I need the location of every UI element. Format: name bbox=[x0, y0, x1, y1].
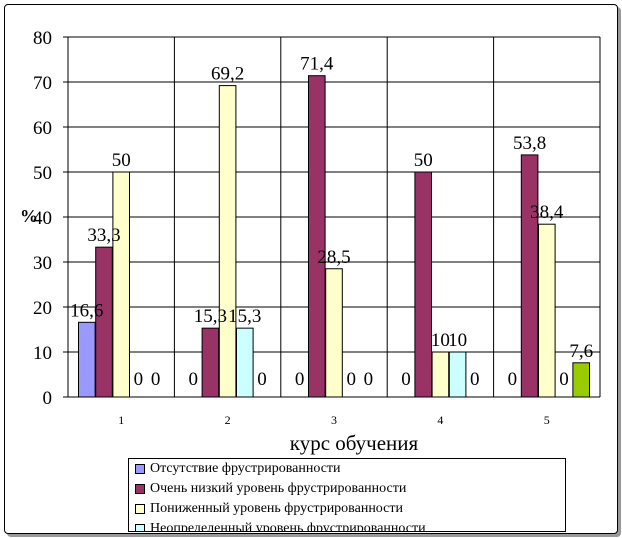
bar bbox=[431, 351, 450, 398]
data-label: 10 bbox=[431, 330, 450, 351]
data-label: 0 bbox=[134, 369, 144, 390]
bar bbox=[448, 351, 467, 398]
y-tick-label: 20 bbox=[33, 298, 52, 319]
data-label: 7,6 bbox=[569, 341, 593, 362]
legend-swatch-undetermined bbox=[135, 524, 145, 531]
bars bbox=[78, 75, 591, 398]
data-label: 71,4 bbox=[300, 54, 334, 75]
data-label: 0 bbox=[559, 369, 569, 390]
bar bbox=[520, 154, 539, 398]
data-label: 50 bbox=[414, 150, 433, 171]
data-label: 16,6 bbox=[70, 300, 103, 321]
legend-swatch-very-low bbox=[135, 484, 145, 494]
x-tick-label: 4 bbox=[437, 413, 443, 427]
legend-swatch-reduced bbox=[135, 504, 145, 514]
data-label: 0 bbox=[470, 369, 480, 390]
legend-label-absence: Отсутствие фрустрированности bbox=[150, 461, 341, 476]
data-label: 0 bbox=[401, 369, 411, 390]
data-label: 0 bbox=[508, 369, 518, 390]
data-label: 38,4 bbox=[530, 202, 564, 223]
bar bbox=[218, 85, 237, 398]
y-axis-title: % bbox=[20, 206, 38, 226]
legend-label-very-low: Очень низкий уровень фрустрированности bbox=[150, 481, 407, 496]
data-label: 0 bbox=[257, 369, 267, 390]
bar bbox=[78, 321, 96, 398]
bar bbox=[95, 246, 113, 398]
legend-swatch-absence bbox=[135, 464, 145, 474]
bar bbox=[538, 223, 556, 398]
data-label: 50 bbox=[112, 150, 131, 171]
legend-label-undetermined: Неопределенный уровень фрустрированности bbox=[150, 521, 426, 532]
data-label: 0 bbox=[364, 369, 374, 390]
data-label: 33,3 bbox=[87, 225, 120, 246]
y-tick-label: 0 bbox=[43, 388, 53, 409]
legend-item-reduced: Пониженный уровень фрустрированности bbox=[129, 499, 565, 519]
data-label: 15,3 bbox=[194, 306, 227, 327]
y-tick-label: 70 bbox=[33, 73, 52, 94]
data-label: 28,5 bbox=[317, 247, 350, 268]
bar bbox=[308, 75, 326, 398]
y-tick-label: 50 bbox=[33, 163, 52, 184]
y-tick-label: 10 bbox=[33, 343, 52, 364]
x-axis-title: курс обучения bbox=[290, 431, 419, 455]
data-label: 15,3 bbox=[228, 306, 261, 327]
legend-item-absence: Отсутствие фрустрированности bbox=[129, 459, 565, 479]
data-label: 53,8 bbox=[513, 133, 546, 154]
bar bbox=[325, 268, 343, 398]
bar bbox=[236, 327, 254, 398]
data-label: 69,2 bbox=[211, 64, 244, 85]
y-tick-label: 80 bbox=[33, 28, 52, 49]
y-tick-label: 30 bbox=[33, 253, 52, 274]
x-tick-label: 5 bbox=[544, 413, 550, 427]
bar bbox=[112, 171, 131, 398]
data-label: 10 bbox=[448, 330, 467, 351]
bar bbox=[201, 327, 220, 398]
bar bbox=[414, 171, 432, 398]
y-tick-label: 40 bbox=[33, 208, 52, 229]
x-tick-label: 1 bbox=[118, 413, 124, 427]
data-label: 0 bbox=[346, 369, 356, 390]
data-label: 0 bbox=[188, 369, 198, 390]
x-tick-label: 3 bbox=[331, 413, 337, 427]
legend-item-undetermined: Неопределенный уровень фрустрированности bbox=[129, 519, 565, 532]
legend: Отсутствие фрустрированности Очень низки… bbox=[128, 458, 566, 532]
legend-label-reduced: Пониженный уровень фрустрированности bbox=[150, 501, 403, 516]
legend-item-very-low: Очень низкий уровень фрустрированности bbox=[129, 479, 565, 499]
bar bbox=[572, 362, 591, 398]
y-tick-label: 60 bbox=[33, 118, 52, 139]
x-tick-label: 2 bbox=[225, 413, 231, 427]
data-label: 0 bbox=[295, 369, 305, 390]
data-label: 0 bbox=[151, 369, 161, 390]
